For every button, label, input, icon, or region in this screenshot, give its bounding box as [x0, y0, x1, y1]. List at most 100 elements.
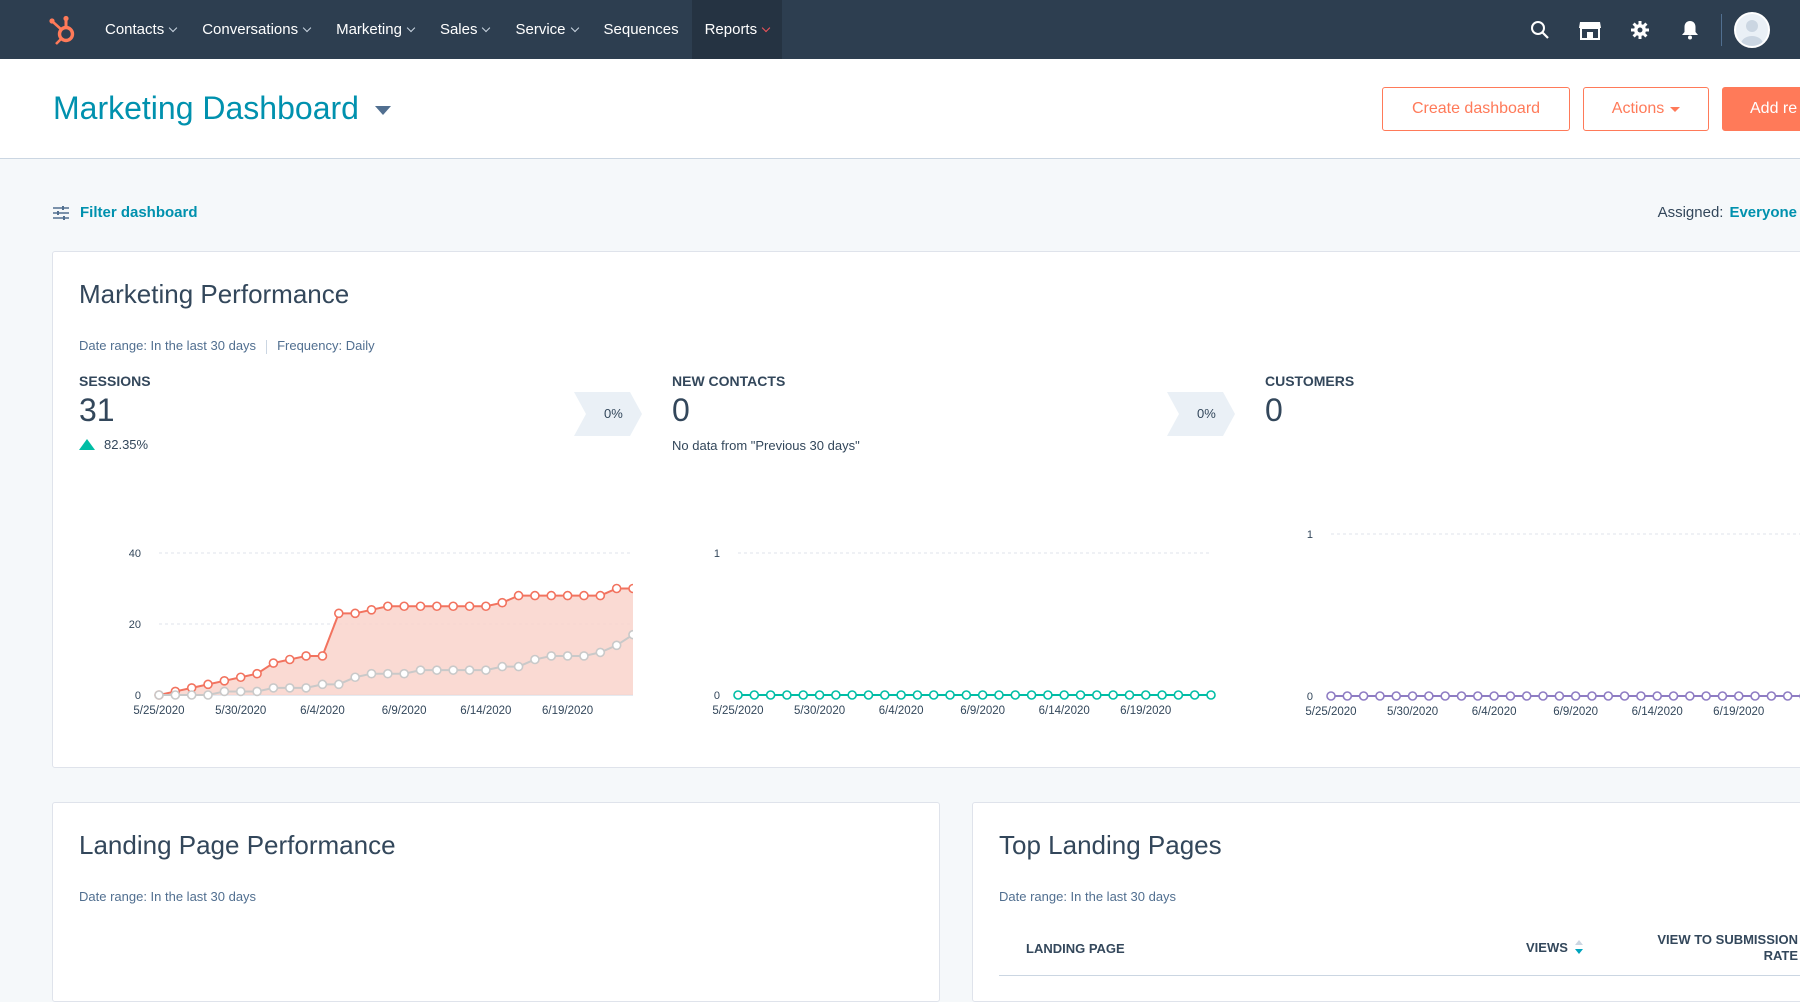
data-point: [1733, 691, 1744, 701]
x-tick-label: 6/9/2020: [960, 705, 1005, 717]
sessions-change: 82.35%: [79, 437, 148, 452]
data-point: [912, 690, 923, 700]
data-point: [1189, 690, 1200, 700]
nav-item-conversations[interactable]: Conversations: [189, 0, 323, 59]
actions-button[interactable]: Actions: [1583, 87, 1709, 131]
add-report-label: Add re: [1750, 100, 1798, 117]
data-point: [301, 683, 311, 693]
new-contacts-chart: 0 1 5/25/2020 5/30/2020 6/4/2020 6/9/2020 6/14…: [712, 548, 1216, 717]
chevron-down-icon: [570, 23, 579, 32]
create-dashboard-button[interactable]: Create dashboard: [1382, 87, 1570, 131]
data-point: [333, 679, 344, 690]
data-point: [1010, 690, 1021, 700]
x-tick-label: 5/30/2020: [215, 705, 266, 717]
data-point: [235, 686, 246, 697]
y-tick-label: 0: [135, 690, 141, 702]
y-tick-label: 1: [714, 548, 720, 560]
data-point: [1375, 691, 1385, 701]
data-point: [432, 665, 442, 675]
nav-item-sequences[interactable]: Sequences: [591, 0, 692, 59]
data-point: [481, 601, 491, 612]
data-point: [350, 608, 360, 619]
meta-divider: [266, 339, 268, 354]
data-point: [1326, 691, 1336, 701]
data-point: [399, 601, 409, 612]
customers-value: 0: [1265, 392, 1283, 428]
data-point: [798, 690, 809, 700]
data-point: [154, 690, 164, 700]
sessions-value: 31: [79, 392, 115, 428]
data-point: [366, 605, 377, 615]
data-point: [733, 690, 743, 700]
nav-item-sales[interactable]: Sales: [427, 0, 503, 59]
data-point: [284, 683, 295, 693]
data-point: [252, 686, 262, 697]
settings-gear-icon[interactable]: [1615, 0, 1665, 59]
marketplace-icon[interactable]: [1565, 0, 1615, 59]
data-point: [782, 690, 792, 700]
x-tick-label: 5/25/2020: [1305, 706, 1356, 718]
column-header-views[interactable]: VIEWS: [1526, 939, 1584, 955]
caret-down-icon: [374, 106, 391, 115]
conversion-rate-value: 0%: [1197, 406, 1216, 421]
dashboard-title-dropdown[interactable]: Marketing Dashboard: [53, 90, 391, 127]
data-point: [1108, 690, 1118, 700]
x-tick-label: 6/14/2020: [460, 705, 511, 717]
data-point: [546, 651, 557, 661]
data-point: [1206, 690, 1216, 700]
card-title: Landing Page Performance: [79, 830, 396, 860]
user-avatar[interactable]: [1734, 11, 1770, 48]
assigned-filter: Assigned: Everyone: [1658, 204, 1797, 221]
data-point: [1026, 690, 1037, 700]
notifications-bell-icon[interactable]: [1665, 0, 1715, 59]
data-point: [1424, 691, 1434, 701]
hubspot-logo-icon[interactable]: [34, 0, 92, 59]
data-point: [1489, 691, 1499, 701]
views-label: VIEWS: [1526, 939, 1568, 955]
data-point: [252, 668, 262, 679]
x-tick-label: 6/19/2020: [1120, 705, 1171, 717]
sessions-change-value: 82.35%: [104, 437, 149, 452]
nav-item-marketing[interactable]: Marketing: [323, 0, 427, 59]
nav-item-reports[interactable]: Reports: [691, 0, 783, 59]
data-point: [945, 690, 955, 700]
data-point: [235, 672, 246, 683]
assigned-value-link[interactable]: Everyone: [1729, 204, 1797, 221]
data-point: [765, 690, 776, 700]
data-point: [1140, 690, 1151, 700]
data-point: [415, 665, 426, 675]
data-point: [1173, 690, 1184, 700]
data-point: [1603, 691, 1614, 701]
data-point: [497, 661, 508, 672]
date-range: Date range: In the last 30 days: [79, 889, 257, 904]
data-point: [383, 601, 393, 612]
x-tick-label: 6/4/2020: [1472, 706, 1517, 718]
add-report-button[interactable]: Add re: [1722, 87, 1800, 131]
sessions-chart: 0 20 40 5/25/2020 5/30/2020 6/4/2020 6/9/2020 6…: [129, 548, 633, 717]
nav-item-label: Sequences: [603, 21, 679, 38]
data-point: [1342, 691, 1353, 701]
x-tick-label: 5/25/2020: [133, 705, 184, 717]
nav-item-contacts[interactable]: Contacts: [92, 0, 189, 59]
actions-label: Actions: [1611, 100, 1665, 117]
column-header-landing-page[interactable]: LANDING PAGE: [1026, 941, 1125, 956]
data-point: [1636, 691, 1646, 701]
new-contacts-label: NEW CONTACTS: [672, 373, 786, 389]
y-tick-label: 40: [129, 548, 141, 560]
data-point: [611, 583, 622, 594]
data-point: [1075, 690, 1086, 700]
data-point: [1043, 690, 1053, 700]
x-tick-label: 5/30/2020: [1387, 706, 1438, 718]
nav-menu: Contacts Conversations Marketing Sales Servi…: [92, 0, 783, 59]
data-point: [562, 590, 573, 601]
create-dashboard-label: Create dashboard: [1411, 100, 1541, 117]
search-icon[interactable]: [1515, 0, 1565, 59]
filter-dashboard-link[interactable]: Filter dashboard: [53, 204, 198, 221]
data-point: [562, 651, 573, 661]
data-point: [994, 690, 1004, 700]
data-point: [301, 651, 311, 661]
data-point: [595, 647, 606, 658]
nav-item-service[interactable]: Service: [502, 0, 590, 59]
column-header-view-to-submission-rate[interactable]: VIEW TO SUBMISSION RATE: [1648, 932, 1798, 964]
data-point: [415, 601, 426, 612]
